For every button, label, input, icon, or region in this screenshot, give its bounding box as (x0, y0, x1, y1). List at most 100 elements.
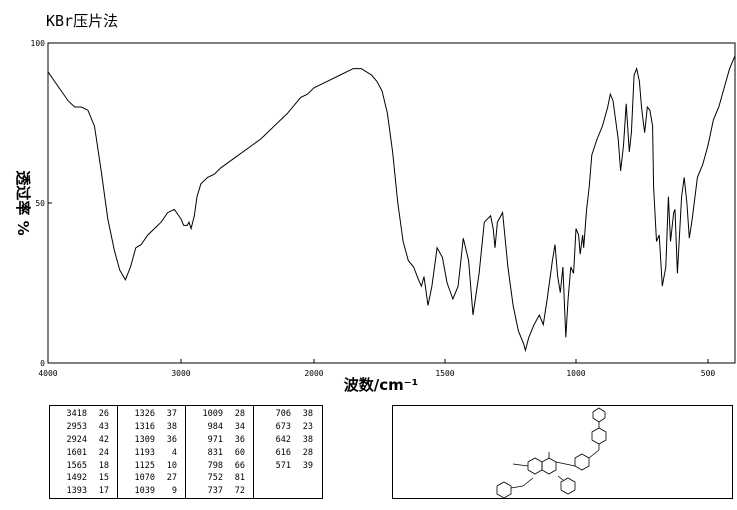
bond (512, 463, 529, 467)
peak-row: 642 38 (257, 434, 322, 447)
x-axis-label: 波数/cm⁻¹ (344, 376, 419, 394)
peak-transmittance: 24 (98, 447, 109, 458)
peak-column: 706 38 673 23 642 38 616 28 571 39 (254, 406, 322, 498)
peak-wavenumber: 752 (207, 473, 223, 484)
peak-row: 1601 24 (53, 447, 117, 460)
peak-row: 1193 4 (121, 447, 185, 460)
plot-frame (47, 42, 736, 364)
peak-transmittance: 10 (166, 460, 177, 471)
peak-wavenumber: 2953 (66, 421, 87, 432)
peak-wavenumber: 1316 (134, 421, 155, 432)
bond (510, 485, 524, 489)
peak-row: 798 66 (189, 460, 253, 473)
structure-diagram-box (392, 405, 733, 499)
peak-transmittance: 38 (302, 409, 313, 419)
peak-row: 1316 38 (121, 421, 185, 434)
peak-wavenumber: 1601 (66, 447, 87, 458)
benzene-ring-top (591, 427, 607, 445)
peak-row: 3418 26 (53, 408, 117, 421)
peak-wavenumber: 1125 (134, 460, 155, 471)
peak-transmittance: 15 (98, 473, 109, 484)
bond (557, 475, 564, 481)
peak-transmittance: 36 (166, 434, 177, 445)
peak-wavenumber: 3418 (66, 409, 87, 419)
bond (522, 477, 534, 487)
peak-row: 2924 42 (53, 434, 117, 447)
peak-wavenumber: 1492 (66, 473, 87, 484)
peak-row: 1492 15 (53, 472, 117, 485)
transmittance-line (47, 55, 736, 353)
peak-row: 1393 17 (53, 485, 117, 498)
peak-table: 3418 26 2953 43 2924 42 1601 24 1565 18 1492 15 1393… (49, 405, 323, 499)
benzene-ring-bottom (560, 477, 576, 495)
peak-column: 1326 37 1316 38 1309 36 1193 4 1125 10 1070 27 1039 9 (118, 406, 186, 498)
peak-transmittance: 42 (98, 434, 109, 445)
peak-wavenumber: 571 (275, 460, 291, 471)
peak-transmittance: 43 (98, 421, 109, 432)
peak-wavenumber: 2924 (66, 434, 87, 445)
bond (588, 449, 600, 459)
chart-title: KBr压片法 (46, 12, 119, 30)
sulfonyl-group-top (592, 407, 606, 423)
x-tick-label: 4000 (38, 369, 57, 378)
y-axis-label: 透过率 % (14, 170, 32, 235)
peak-wavenumber: 1309 (134, 434, 155, 445)
peak-row: 2953 43 (53, 421, 117, 434)
peak-row: 571 39 (257, 460, 322, 473)
peak-wavenumber: 616 (275, 447, 291, 458)
peak-transmittance: 38 (166, 421, 177, 432)
x-tick-label: 2000 (304, 369, 323, 378)
peak-transmittance: 18 (98, 460, 109, 471)
molecular-structure-drawing (496, 407, 607, 499)
peak-transmittance: 27 (166, 473, 177, 484)
y-tick-label: 0 (40, 359, 45, 368)
x-axis: 4000 3000 2000 1500 1000 500 (38, 359, 715, 378)
bond (555, 461, 576, 467)
peak-wavenumber: 1070 (134, 473, 155, 484)
x-tick-label: 1000 (566, 369, 585, 378)
peak-wavenumber: 706 (275, 409, 291, 419)
peak-transmittance: 17 (98, 486, 109, 497)
peak-transmittance: 34 (234, 421, 245, 432)
peak-row: 984 34 (189, 421, 253, 434)
peak-wavenumber: 971 (207, 434, 223, 445)
peak-transmittance: 81 (234, 473, 245, 484)
peak-transmittance: 36 (234, 434, 245, 445)
peak-transmittance: 37 (166, 409, 177, 419)
peak-wavenumber: 1009 (202, 409, 223, 419)
peak-wavenumber: 1565 (66, 460, 87, 471)
peak-transmittance: 9 (171, 486, 177, 497)
peak-transmittance: 28 (302, 447, 313, 458)
peak-transmittance: 28 (234, 409, 245, 419)
naphthalene-ring-b (541, 457, 557, 475)
peak-row: 831 60 (189, 447, 253, 460)
peak-transmittance: 60 (234, 447, 245, 458)
y-tick-label: 100 (31, 39, 46, 48)
peak-row: 673 23 (257, 421, 322, 434)
peak-row: 971 36 (189, 434, 253, 447)
peak-row: 1565 18 (53, 460, 117, 473)
peak-transmittance: 72 (234, 486, 245, 497)
peak-transmittance: 38 (302, 434, 313, 445)
peak-wavenumber: 1393 (66, 486, 87, 497)
peak-wavenumber: 642 (275, 434, 291, 445)
peak-transmittance: 39 (302, 460, 313, 471)
peak-wavenumber: 737 (207, 486, 223, 497)
peak-wavenumber: 1039 (134, 486, 155, 497)
peak-row: 1039 9 (121, 485, 185, 498)
peak-transmittance: 23 (302, 421, 313, 432)
y-tick-label: 50 (35, 199, 45, 208)
peak-wavenumber: 1326 (134, 409, 155, 419)
peak-row: 752 81 (189, 472, 253, 485)
peak-wavenumber: 831 (207, 447, 223, 458)
peak-wavenumber: 673 (275, 421, 291, 432)
peak-transmittance: 26 (98, 409, 109, 419)
peak-row: 1309 36 (121, 434, 185, 447)
peak-wavenumber: 984 (207, 421, 223, 432)
peak-row: 616 28 (257, 447, 322, 460)
x-tick-label: 1500 (435, 369, 454, 378)
x-tick-label: 3000 (171, 369, 190, 378)
peak-transmittance: 66 (234, 460, 245, 471)
benzoyl-ring (496, 481, 512, 499)
peak-wavenumber: 798 (207, 460, 223, 471)
